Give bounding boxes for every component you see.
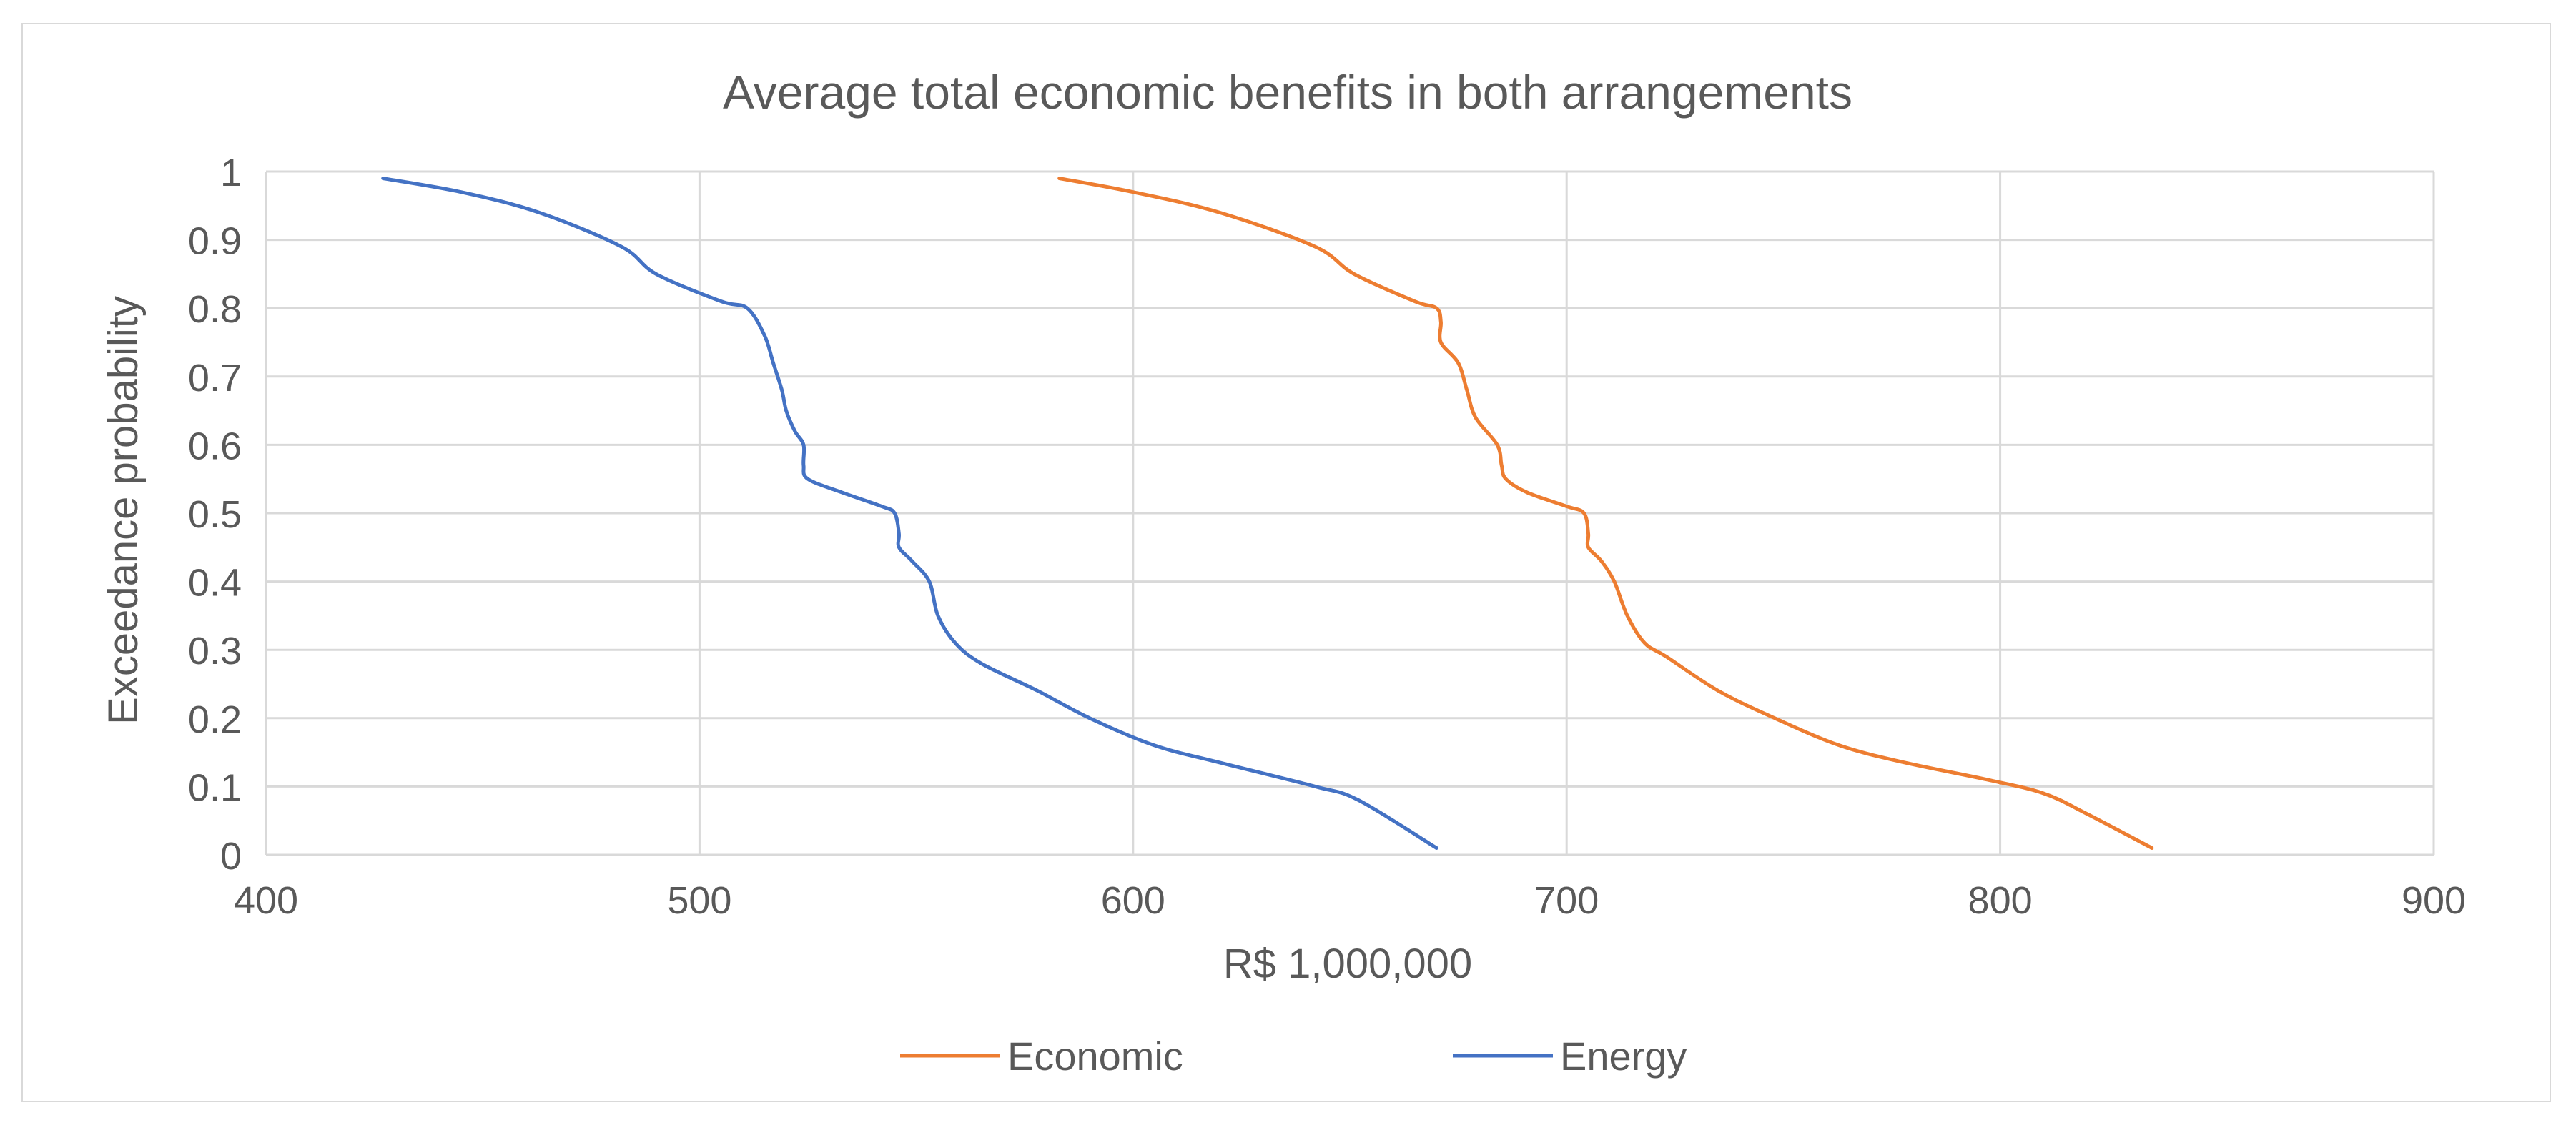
y-tick-label: 0.8	[188, 288, 242, 331]
x-tick-label: 600	[1101, 879, 1165, 922]
x-tick-label: 700	[1534, 879, 1599, 922]
x-tick-label: 400	[234, 879, 298, 922]
data-series	[381, 177, 2154, 850]
y-tick-label: 0.6	[188, 425, 242, 467]
x-tick-label: 900	[2402, 879, 2466, 922]
chart-title: Average total economic benefits in both …	[723, 66, 1852, 119]
series-line-energy	[381, 177, 1438, 850]
axes: 0 0.1 0.2 0.3 0.4 0.5 0.6 0.7 0.8 0.9 1 400 500 600 70…	[188, 152, 2466, 922]
legend: Economic Energy	[900, 1034, 1687, 1079]
x-tick-label: 500	[667, 879, 731, 922]
y-tick-label: 0.2	[188, 698, 242, 741]
legend-label-economic: Economic	[1007, 1034, 1183, 1079]
y-tick-label: 1	[220, 152, 242, 194]
y-tick-label: 0.4	[188, 562, 242, 605]
y-tick-label: 0.5	[188, 493, 242, 536]
series-line-economic	[1057, 177, 2154, 850]
y-tick-label: 0.7	[188, 357, 242, 400]
legend-label-energy: Energy	[1560, 1034, 1687, 1079]
line-chart: Average total economic benefits in both …	[100, 66, 2466, 1079]
chart-area: Average total economic benefits in both …	[21, 23, 2551, 1102]
y-tick-label: 0	[220, 835, 242, 878]
y-axis-label: Exceedance probability	[100, 296, 147, 725]
x-tick-label: 800	[1968, 879, 2033, 922]
y-tick-label: 0.9	[188, 220, 242, 263]
x-axis-label: R$ 1,000,000	[1223, 941, 1472, 987]
y-tick-label: 0.3	[188, 630, 242, 673]
gridlines	[265, 170, 2435, 856]
y-tick-label: 0.1	[188, 766, 242, 809]
